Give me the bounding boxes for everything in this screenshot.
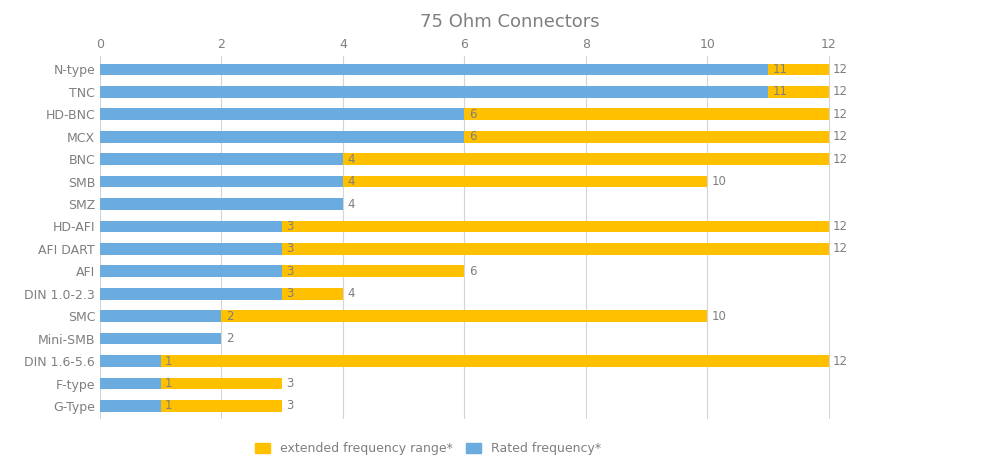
Text: 12: 12	[833, 63, 848, 76]
Bar	[100, 86, 829, 98]
Bar	[100, 355, 829, 367]
Bar	[100, 266, 282, 277]
Bar	[100, 310, 221, 322]
Text: 10: 10	[712, 175, 727, 188]
Text: 1: 1	[165, 377, 172, 390]
Legend: extended frequency range*, Rated frequency*: extended frequency range*, Rated frequen…	[250, 438, 606, 460]
Bar	[100, 86, 768, 98]
Bar	[100, 310, 707, 322]
Text: 12: 12	[833, 130, 848, 143]
Text: 2: 2	[226, 310, 233, 322]
Text: 3: 3	[286, 220, 294, 233]
Bar	[100, 109, 829, 120]
Text: 12: 12	[833, 242, 848, 255]
Text: 1: 1	[165, 355, 172, 368]
Bar	[100, 198, 343, 210]
Bar	[100, 243, 282, 255]
Text: 3: 3	[286, 242, 294, 255]
Bar	[100, 288, 282, 300]
Bar	[100, 153, 829, 165]
Bar	[100, 220, 829, 232]
Text: 11: 11	[772, 63, 787, 76]
Text: 6: 6	[469, 130, 476, 143]
Text: 3: 3	[286, 265, 294, 278]
Text: 3: 3	[286, 377, 294, 390]
Bar	[100, 400, 161, 412]
Text: 4: 4	[347, 198, 355, 211]
Bar	[100, 176, 707, 187]
Text: 4: 4	[347, 153, 355, 165]
Bar	[100, 333, 221, 344]
Bar	[100, 243, 829, 255]
Title: 75 Ohm Connectors: 75 Ohm Connectors	[420, 13, 600, 31]
Bar	[100, 153, 343, 165]
Text: 4: 4	[347, 175, 355, 188]
Bar	[100, 377, 161, 389]
Bar	[100, 266, 464, 277]
Bar	[100, 176, 343, 187]
Text: 6: 6	[469, 108, 476, 121]
Bar	[100, 131, 464, 143]
Bar	[100, 220, 282, 232]
Text: 2: 2	[226, 332, 233, 345]
Text: 3: 3	[286, 287, 294, 300]
Bar	[100, 400, 282, 412]
Bar	[100, 377, 282, 389]
Text: 12: 12	[833, 355, 848, 368]
Bar	[100, 63, 829, 75]
Text: 12: 12	[833, 108, 848, 121]
Text: 12: 12	[833, 153, 848, 165]
Text: 10: 10	[712, 310, 727, 322]
Bar	[100, 288, 343, 300]
Text: 4: 4	[347, 287, 355, 300]
Text: 3: 3	[286, 399, 294, 412]
Bar	[100, 109, 464, 120]
Bar	[100, 63, 768, 75]
Text: 12: 12	[833, 220, 848, 233]
Text: 1: 1	[165, 399, 172, 412]
Text: 6: 6	[469, 265, 476, 278]
Bar	[100, 131, 829, 143]
Text: 12: 12	[833, 85, 848, 98]
Bar	[100, 355, 161, 367]
Text: 11: 11	[772, 85, 787, 98]
